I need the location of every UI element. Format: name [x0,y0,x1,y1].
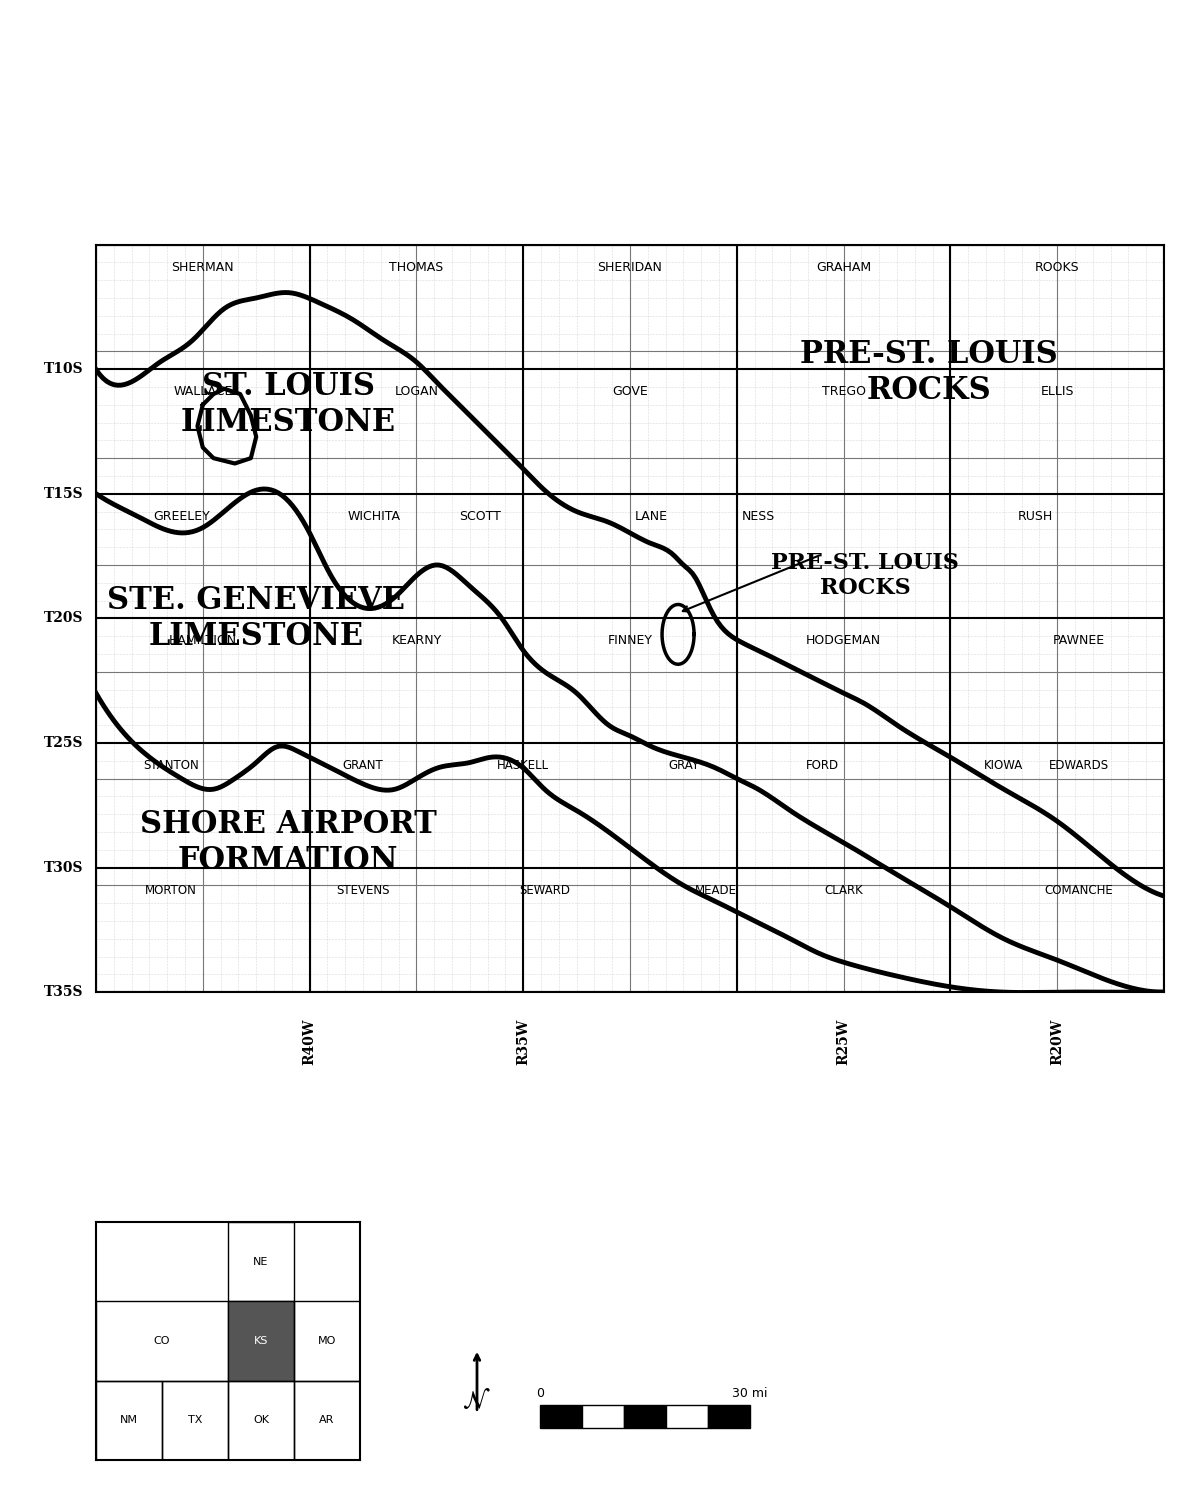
Text: GRAY: GRAY [668,758,698,772]
Text: KS: KS [254,1337,268,1345]
Text: ELLIS: ELLIS [1040,386,1074,398]
Text: GRANT: GRANT [343,758,383,772]
Text: CLARK: CLARK [824,884,863,897]
Text: SHERMAN: SHERMAN [172,261,234,274]
Bar [540,1405,582,1429]
Text: KIOWA: KIOWA [984,758,1024,772]
Text: WALLACE: WALLACE [173,386,233,398]
Text: FORD: FORD [805,758,839,772]
Text: SHORE AIRPORT
FORMATION: SHORE AIRPORT FORMATION [140,809,437,876]
Text: ROOKS: ROOKS [1034,261,1080,274]
Text: TREGO: TREGO [822,386,865,398]
Text: MEADE: MEADE [695,884,737,897]
Text: WICHITA: WICHITA [347,510,400,523]
Text: T30S: T30S [43,861,83,875]
Text: LOGAN: LOGAN [395,386,438,398]
Bar [162,1381,228,1460]
Text: T10S: T10S [43,362,83,375]
Text: $\mathcal{N}$: $\mathcal{N}$ [462,1389,491,1413]
Text: STANTON: STANTON [143,758,199,772]
Bar [96,1301,228,1381]
Text: EDWARDS: EDWARDS [1049,758,1109,772]
Text: RUSH: RUSH [1019,510,1054,523]
Text: FINNEY: FINNEY [607,635,653,647]
Text: SHERIDAN: SHERIDAN [598,261,662,274]
Text: PRE-ST. LOUIS
ROCKS: PRE-ST. LOUIS ROCKS [772,551,959,599]
Bar [582,1405,624,1429]
Bar [294,1301,360,1381]
Text: MORTON: MORTON [145,884,197,897]
Text: PAWNEE: PAWNEE [1052,635,1105,647]
Text: MO: MO [318,1337,336,1345]
Text: NESS: NESS [742,510,775,523]
Bar [666,1405,708,1429]
Text: NE: NE [253,1256,269,1266]
Bar [96,1381,162,1460]
Text: R20W: R20W [1050,1019,1064,1065]
Text: T25S: T25S [43,736,83,749]
Text: PRE-ST. LOUIS
ROCKS: PRE-ST. LOUIS ROCKS [800,340,1058,407]
Text: R40W: R40W [302,1019,317,1065]
Text: STEVENS: STEVENS [336,884,390,897]
Text: R35W: R35W [516,1019,530,1065]
Bar [228,1381,294,1460]
Bar [624,1405,666,1429]
Text: 30 mi: 30 mi [732,1387,768,1399]
Text: THOMAS: THOMAS [389,261,444,274]
Bar [228,1222,294,1301]
Text: GOVE: GOVE [612,386,648,398]
Text: LANE: LANE [635,510,668,523]
Text: CO: CO [154,1337,170,1345]
Text: T35S: T35S [43,985,83,1000]
Text: R25W: R25W [836,1019,851,1065]
Text: STE. GENEVIEVE
LIMESTONE: STE. GENEVIEVE LIMESTONE [107,586,406,651]
Text: 0: 0 [536,1387,544,1399]
Text: KEARNY: KEARNY [391,635,442,647]
Text: T20S: T20S [43,611,83,626]
Text: T15S: T15S [43,487,83,501]
Text: HAMILTION: HAMILTION [169,635,236,647]
Text: COMANCHE: COMANCHE [1044,884,1112,897]
Bar [228,1301,294,1381]
Text: TX: TX [188,1416,202,1426]
Text: ST. LOUIS
LIMESTONE: ST. LOUIS LIMESTONE [181,371,396,438]
Text: OK: OK [253,1416,269,1426]
Text: SCOTT: SCOTT [460,510,502,523]
Text: HODGEMAN: HODGEMAN [806,635,881,647]
Text: GREELEY: GREELEY [154,510,210,523]
Bar [294,1381,360,1460]
Text: SEWARD: SEWARD [520,884,570,897]
Text: HASKELL: HASKELL [497,758,550,772]
Bar [708,1405,750,1429]
Text: AR: AR [319,1416,335,1426]
Text: GRAHAM: GRAHAM [816,261,871,274]
Text: NM: NM [120,1416,138,1426]
